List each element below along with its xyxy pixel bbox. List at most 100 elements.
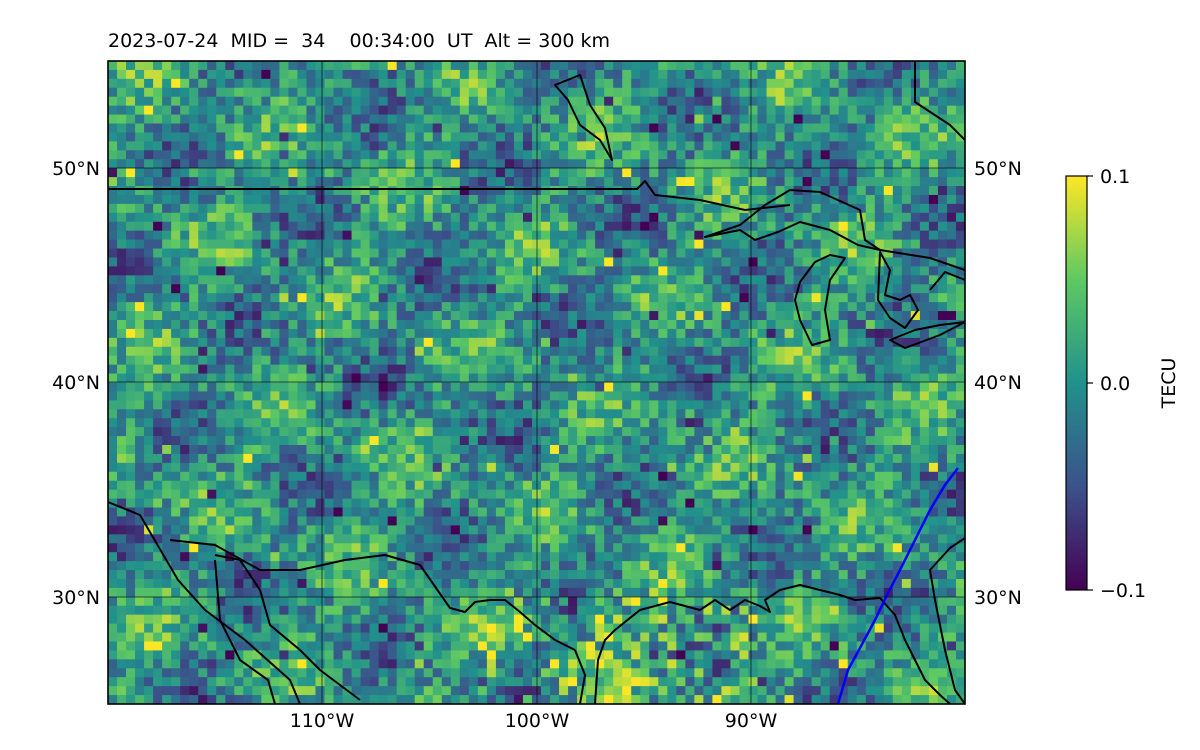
tec-cell (919, 275, 930, 285)
tec-cell (550, 507, 560, 518)
tec-cell (928, 123, 939, 134)
tec-cell (207, 61, 217, 71)
tec-cell (369, 284, 380, 294)
tec-cell (937, 516, 948, 526)
tec-cell (901, 382, 912, 393)
tec-cell (748, 275, 759, 285)
tec-cell (703, 141, 714, 151)
tec-cell (414, 302, 425, 312)
tec-cell (631, 328, 641, 339)
tec-cell (180, 150, 190, 160)
tec-cell (306, 248, 317, 259)
tec-cell (955, 69, 965, 80)
tec-cell (342, 257, 353, 267)
tec-cell (919, 69, 930, 80)
tec-cell (450, 293, 461, 303)
tec-cell (522, 132, 533, 142)
tec-cell (766, 364, 777, 375)
tec-cell (640, 114, 650, 125)
tec-cell (324, 382, 335, 393)
tec-cell (757, 132, 768, 142)
tec-cell (712, 328, 723, 339)
tec-cell (613, 194, 623, 205)
tec-cell (622, 364, 632, 375)
tec-cell (486, 186, 497, 196)
tec-cell (937, 248, 948, 259)
tec-cell (829, 248, 840, 259)
tec-cell (793, 382, 804, 393)
tec-cell (784, 355, 795, 366)
tec-cell (568, 248, 578, 259)
tec-cell (730, 159, 741, 169)
tec-cell (315, 194, 326, 205)
tec-cell (550, 177, 560, 187)
tec-cell (306, 355, 317, 366)
tec-cell (333, 498, 344, 509)
tec-cell (865, 319, 876, 330)
tec-cell (631, 409, 641, 419)
tec-cell (495, 177, 506, 187)
tec-cell (892, 230, 903, 241)
tec-cell (243, 87, 253, 98)
tec-cell (919, 150, 930, 160)
tec-cell (622, 355, 632, 366)
tec-cell (874, 462, 885, 473)
tec-cell (676, 311, 686, 321)
tec-cell (216, 302, 226, 312)
tec-cell (604, 230, 614, 241)
tec-cell (541, 364, 551, 375)
tec-cell (568, 445, 578, 455)
tec-cell (117, 96, 127, 107)
tec-cell (622, 141, 632, 151)
tec-cell (595, 346, 605, 357)
tec-cell (838, 409, 849, 419)
tec-cell (189, 257, 199, 267)
tec-cell (550, 221, 560, 232)
tec-cell (874, 418, 885, 428)
tec-cell (811, 480, 822, 491)
tec-cell (126, 78, 136, 89)
tec-cell (766, 427, 777, 437)
tec-cell (387, 221, 398, 232)
tec-cell (604, 239, 614, 250)
tec-cell (234, 105, 244, 116)
tec-cell (802, 212, 813, 223)
tec-cell (541, 382, 551, 393)
tec-cell (225, 516, 235, 526)
tec-cell (432, 69, 443, 80)
tec-cell (766, 275, 777, 285)
tec-cell (495, 453, 506, 464)
tec-cell (468, 382, 479, 393)
tec-cell (919, 328, 930, 339)
tec-cell (784, 346, 795, 357)
tec-cell (712, 159, 723, 169)
tec-cell (937, 409, 948, 419)
tec-cell (396, 284, 407, 294)
tec-cell (477, 346, 488, 357)
tec-cell (396, 302, 407, 312)
tec-cell (937, 203, 948, 214)
tec-cell (279, 221, 290, 232)
tec-cell (504, 516, 515, 526)
tec-cell (333, 364, 344, 375)
tec-cell (712, 87, 723, 98)
tec-cell (522, 507, 533, 518)
tec-cell (694, 471, 704, 482)
tec-cell (946, 257, 957, 267)
tec-cell (820, 498, 831, 509)
tec-cell (432, 480, 443, 491)
tec-cell (685, 177, 695, 187)
tec-cell (171, 212, 181, 223)
tec-cell (937, 186, 948, 196)
tec-cell (153, 525, 163, 535)
tec-cell (910, 123, 921, 134)
tec-cell (288, 302, 299, 312)
tec-cell (685, 516, 695, 526)
tec-cell (559, 471, 569, 482)
tec-cell (198, 96, 208, 107)
tec-cell (703, 382, 714, 393)
tec-cell (477, 239, 488, 250)
tec-cell (441, 239, 452, 250)
tec-cell (189, 311, 199, 321)
tec-cell (225, 409, 235, 419)
